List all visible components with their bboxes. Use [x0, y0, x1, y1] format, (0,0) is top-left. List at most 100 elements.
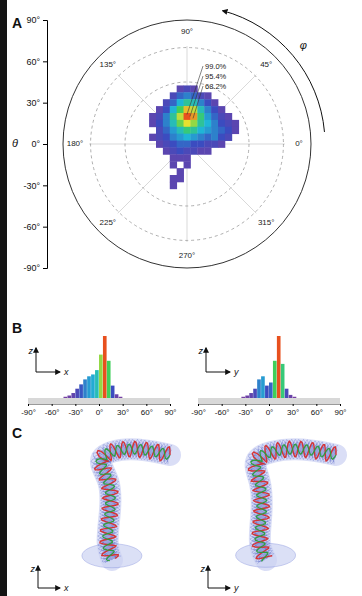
heatmap-cell	[197, 113, 204, 120]
heatmap-cell	[156, 113, 163, 120]
tick-mark	[293, 404, 294, 406]
heatmap-cell	[170, 161, 177, 168]
histogram-bar	[206, 398, 210, 399]
tick-mark	[43, 20, 47, 21]
histogram-bar	[44, 398, 48, 399]
heatmap-cell	[177, 175, 184, 182]
histogram-bar	[56, 398, 60, 399]
tick-mark	[170, 404, 171, 406]
heatmap-cell	[156, 134, 163, 141]
angle-grid-line	[187, 75, 256, 144]
heatmap-cell	[184, 161, 191, 168]
axis-icon-arrow	[208, 588, 230, 589]
histogram-bar	[312, 398, 316, 399]
x-axis: -90°-60°-30°0°30°60°90°	[191, 404, 346, 417]
heatmap-cell	[163, 113, 170, 120]
histogram-bar	[332, 398, 336, 399]
angle-grid-line	[118, 75, 187, 144]
histogram-bar	[265, 386, 269, 398]
heatmap-cell	[163, 147, 170, 154]
heatmap-cell	[170, 141, 177, 148]
tick-mark	[43, 61, 47, 62]
histogram-bar	[111, 386, 115, 398]
heatmap-cell	[177, 127, 184, 134]
heatmap-cell	[163, 120, 170, 127]
histogram-bar	[277, 336, 281, 398]
histogram-bars	[64, 336, 123, 398]
angle-grid-line	[118, 144, 187, 213]
axis-icon-label: x	[63, 367, 69, 377]
heatmap-cell	[218, 141, 225, 148]
tick-label: 90°	[164, 408, 176, 417]
tick: 30°	[287, 404, 299, 417]
angle-tick-label: 135°	[100, 60, 117, 69]
heatmap-cell	[177, 113, 184, 120]
histogram-bar	[40, 398, 44, 399]
axis-icon-label: z	[30, 564, 36, 574]
heatmap-cell	[184, 141, 191, 148]
tick-label: 90°	[334, 408, 346, 417]
histogram-bar	[237, 398, 241, 399]
heatmap-cell	[156, 141, 163, 148]
histogram-bar	[95, 370, 99, 398]
histogram-bar	[320, 398, 324, 399]
helix-strand	[251, 444, 335, 558]
histogram-bar	[308, 398, 312, 399]
tick: -60°	[45, 404, 60, 417]
panel-label: B	[12, 320, 22, 336]
tick-label: -60°	[45, 408, 60, 417]
angle-tick-label: 270°	[179, 251, 196, 260]
histogram-bar	[257, 379, 261, 398]
histogram-bar	[162, 398, 166, 399]
heatmap-cell	[170, 182, 177, 189]
heatmap-cell	[184, 127, 191, 134]
tick-mark	[43, 227, 47, 228]
heatmap-cell	[197, 134, 204, 141]
heatmap-cell	[156, 106, 163, 113]
tick-mark	[316, 404, 317, 406]
heatmap-cell	[170, 154, 177, 161]
histogram-bars	[241, 336, 296, 398]
axis-line	[43, 21, 48, 269]
tick-mark	[222, 404, 223, 406]
heatmap-cell	[163, 127, 170, 134]
tick: -90°	[191, 404, 206, 417]
figure: A0°45°90°135°180°225°270°315°φ99.0%95.4%…	[0, 0, 362, 596]
histogram-bar	[305, 398, 309, 399]
heatmap-cell	[197, 106, 204, 113]
heatmap-cell	[177, 141, 184, 148]
angle-tick-label: 315°	[258, 218, 275, 227]
axis-line	[199, 405, 341, 407]
histogram-bar	[83, 379, 87, 398]
heatmap-cell	[170, 175, 177, 182]
histogram-bar	[293, 397, 297, 398]
heatmap-cell	[218, 106, 225, 113]
tick-label: -60°	[215, 408, 230, 417]
histogram-bar	[142, 398, 146, 399]
heatmap-cell	[163, 134, 170, 141]
heatmap-cell	[204, 134, 211, 141]
tick: -30°	[238, 404, 253, 417]
panel-label: C	[12, 425, 22, 441]
histogram-bar	[261, 376, 265, 398]
tick-label: 0°	[31, 139, 40, 149]
histogram-bar	[103, 336, 107, 398]
heatmap-cell	[177, 85, 184, 92]
heatmap-cell	[204, 113, 211, 120]
heatmap-cell	[184, 85, 191, 92]
histogram-bar	[226, 398, 230, 399]
axis-icon-label: z	[200, 564, 206, 574]
heatmap-cell	[204, 99, 211, 106]
histogram-bar	[202, 398, 206, 399]
heatmap-cell	[163, 106, 170, 113]
tick-label: -60°	[23, 222, 40, 232]
heatmap-cell	[177, 120, 184, 127]
heatmap-cell	[225, 120, 232, 127]
radial-grid-circle	[125, 82, 249, 206]
axis-icon-arrow	[38, 588, 60, 589]
histogram-bar	[222, 398, 226, 399]
heatmap-cell	[197, 120, 204, 127]
heatmap-cell	[218, 134, 225, 141]
tick: -90°	[23, 263, 47, 273]
tick-mark	[245, 404, 246, 406]
